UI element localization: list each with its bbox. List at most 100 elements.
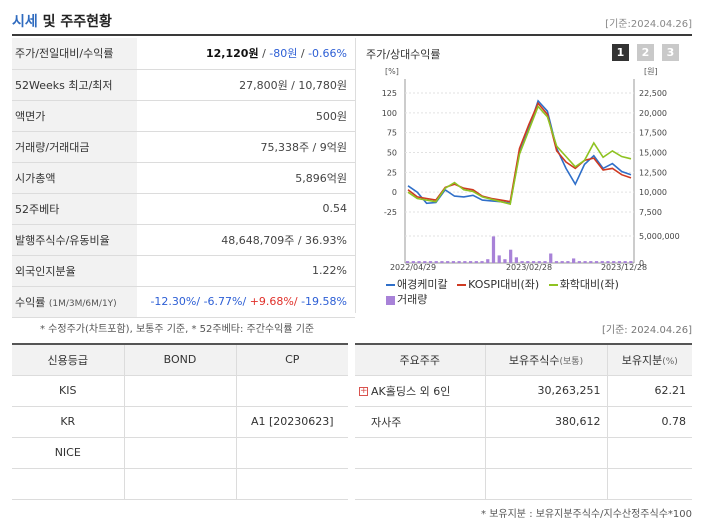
return-3m: -6.77%/ xyxy=(203,295,247,308)
volume-bar xyxy=(428,261,433,263)
volume-tick-label: 5,000,000 xyxy=(639,232,680,241)
cell-agency: KR xyxy=(12,406,125,438)
holder-shares: 30,263,251 xyxy=(485,375,608,407)
quote-row: 시가총액 5,896억원 xyxy=(12,162,355,194)
volume-bar xyxy=(566,261,570,263)
chart-page-3-button[interactable]: 3 xyxy=(662,44,679,61)
cell-cp xyxy=(236,437,348,469)
left-tick-label: 25 xyxy=(387,168,397,177)
volume-bar xyxy=(526,261,530,263)
volume-bar xyxy=(509,249,513,263)
volume-bar xyxy=(572,258,576,263)
row-label: 외국인지분율 xyxy=(12,255,137,287)
holder-shares xyxy=(485,468,608,500)
price-change: -80원 xyxy=(269,47,298,61)
left-tick-label: 0 xyxy=(392,188,397,197)
row-value: 27,800원 / 10,780원 xyxy=(137,69,355,101)
quote-row: 52Weeks 최고/최저 27,800원 / 10,780원 xyxy=(12,69,355,101)
col-shares-sub: (보통) xyxy=(559,356,584,367)
volume-bar xyxy=(520,261,524,263)
credit-header-row: 신용등급 BOND CP xyxy=(12,344,348,376)
returns-label-text: 수익률 xyxy=(15,295,46,309)
section-title: 시세 및 주주현황 xyxy=(12,11,112,31)
col-bond: BOND xyxy=(124,344,237,376)
volume-bar xyxy=(514,257,518,263)
current-price: 12,120원 xyxy=(206,47,259,61)
holder-name xyxy=(355,468,486,500)
volume-bar xyxy=(629,261,633,263)
left-tick-label: -25 xyxy=(384,208,397,217)
cell-bond xyxy=(124,375,237,407)
section-header: 시세 및 주주현황 [기준:2024.04.26] xyxy=(12,6,692,36)
volume-bar xyxy=(543,261,547,263)
volume-bar xyxy=(417,261,421,263)
row-label: 액면가 xyxy=(12,100,137,132)
returns-value: -12.30%/ -6.77%/ +9.68%/ -19.58% xyxy=(137,286,355,318)
holder-name: 자사주 xyxy=(355,406,486,438)
row-value: 48,648,709주 / 36.93% xyxy=(137,224,355,256)
row-label: 거래량/거래대금 xyxy=(12,131,137,163)
title-highlight: 시세 xyxy=(12,14,38,30)
volume-bar xyxy=(480,261,484,263)
volume-bar xyxy=(491,236,496,263)
price-chart: [%] [원] 125 22,500 100 20,000 75 17,500 50 15,000… xyxy=(382,67,680,272)
price-value: 12,120원 / -80원 / -0.66% xyxy=(137,38,355,70)
chart-page-2-button[interactable]: 2 xyxy=(637,44,654,61)
volume-bar xyxy=(446,261,450,263)
volume-bar xyxy=(623,261,627,263)
holder-shares xyxy=(485,437,608,469)
return-1y: -19.58% xyxy=(301,295,347,308)
credit-rating-table: 신용등급 BOND CP KIS KR A1 [20230623] NICE xyxy=(12,343,348,500)
cell-cp xyxy=(236,468,348,500)
volume-zero-label: 0 xyxy=(639,259,644,268)
left-tick-label: 100 xyxy=(382,109,397,118)
right-tick-label: 10,000 xyxy=(639,188,667,197)
cell-agency: NICE xyxy=(12,437,125,469)
return-6m: +9.68%/ xyxy=(249,295,298,308)
legend-swatch xyxy=(457,284,467,286)
volume-bar xyxy=(554,261,559,263)
volume-bar xyxy=(577,261,581,263)
chart-title: 주가/상대수익률 xyxy=(366,48,441,61)
row-value: 500원 xyxy=(137,100,355,132)
col-stake-label: 보유지분 xyxy=(621,353,663,367)
base-date: [기준:2024.04.26] xyxy=(605,19,692,30)
holder-name xyxy=(355,437,486,469)
holder-pct: 0.78 xyxy=(607,406,692,438)
chart-legend: 애경케미칼 KOSPI대비(좌) 화학대비(좌) 거래량 xyxy=(386,277,625,307)
holder-name-cell: + AK홀딩스 외 6인 xyxy=(355,375,486,407)
row-value: 1.22% xyxy=(137,255,355,287)
holders-footnote: * 보유지분 : 보유지분주식수/지수산정주식수*100 xyxy=(481,509,692,520)
series-line xyxy=(407,105,632,206)
volume-bar xyxy=(617,261,622,263)
legend-item: KOSPI대비(좌) xyxy=(457,277,539,292)
volume-bar xyxy=(531,261,536,263)
quote-note: * 수정주가(차트포함), 보통주 기준, * 52주베타: 주간수익률 기준 xyxy=(40,324,315,335)
legend-label: 애경케미칼 xyxy=(397,278,448,291)
col-stake-sub: (%) xyxy=(662,356,678,367)
chart-page-1-button[interactable]: 1 xyxy=(612,44,629,61)
col-shares: 보유주식수(보통) xyxy=(485,344,608,376)
table-row xyxy=(355,437,692,469)
cell-bond xyxy=(124,468,237,500)
expand-plus-icon[interactable]: + xyxy=(359,386,368,396)
row-value: 75,338주 / 9억원 xyxy=(137,131,355,163)
chart-base-date: [기준: 2024.04.26] xyxy=(601,325,692,336)
chart-panel: 주가/상대수익률 1 2 3 [%] [원] 125 22,500 100 20,000 7… xyxy=(355,38,692,313)
legend-label: KOSPI대비(좌) xyxy=(468,278,540,291)
volume-bar xyxy=(606,261,610,263)
row-value: 5,896억원 xyxy=(137,162,355,194)
right-tick-label: 15,000 xyxy=(639,149,667,158)
right-tick-label: 22,500 xyxy=(639,89,667,98)
holder-shares: 380,612 xyxy=(485,406,608,438)
col-cp: CP xyxy=(236,344,348,376)
table-row: 자사주 380,612 0.78 xyxy=(355,406,692,438)
right-tick-label: 20,000 xyxy=(639,109,667,118)
right-tick-label: 12,500 xyxy=(639,168,667,177)
volume-bar xyxy=(468,261,473,263)
table-row xyxy=(12,468,348,500)
holder-pct: 62.21 xyxy=(607,375,692,407)
cell-cp xyxy=(236,375,348,407)
volume-bar xyxy=(423,261,427,263)
volume-bar xyxy=(600,261,604,263)
